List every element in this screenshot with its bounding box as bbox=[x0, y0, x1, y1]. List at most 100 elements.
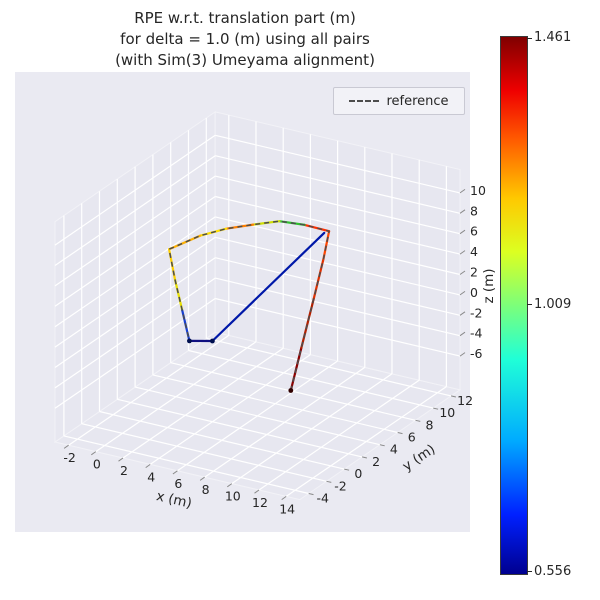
grid-line-z bbox=[215, 155, 461, 214]
grid-line-z bbox=[215, 175, 461, 235]
y-tick-label: 6 bbox=[408, 430, 416, 445]
plot-title-line3: (with Sim(3) Umeyama alignment) bbox=[115, 51, 375, 69]
x-tick bbox=[227, 483, 233, 488]
y-tick bbox=[415, 419, 421, 422]
endpoint-marker bbox=[187, 338, 192, 344]
z-tick-label: -4 bbox=[470, 326, 483, 341]
z-tick bbox=[459, 290, 466, 296]
trajectory-segment bbox=[173, 278, 184, 312]
z-tick-label: 8 bbox=[470, 203, 478, 218]
x-tick bbox=[281, 495, 287, 501]
grid-line-z bbox=[54, 134, 216, 246]
grid-line-y bbox=[152, 374, 398, 434]
z-tick-label: 4 bbox=[470, 244, 478, 259]
x-tick bbox=[254, 489, 260, 494]
grid-line-y bbox=[188, 349, 434, 409]
trajectory-segment bbox=[211, 231, 326, 343]
x-tick bbox=[63, 444, 69, 449]
colorbar-label-max: 1.461 bbox=[534, 30, 572, 45]
x-tick-label: 6 bbox=[174, 476, 182, 491]
plot-title-line2: for delta = 1.0 (m) using all pairs bbox=[120, 30, 370, 48]
y-tick-label: -2 bbox=[334, 478, 346, 493]
grid-line-y bbox=[170, 362, 416, 421]
grid-line-y bbox=[81, 423, 327, 482]
x-tick bbox=[145, 463, 151, 469]
x-tick-label: 10 bbox=[225, 489, 241, 504]
z-tick-label: -2 bbox=[470, 305, 482, 320]
z-tick-label: -6 bbox=[470, 346, 483, 361]
y-tick-label: 0 bbox=[354, 466, 362, 481]
x-tick bbox=[91, 451, 97, 456]
z-tick-label: 10 bbox=[470, 183, 486, 198]
grid-line-z bbox=[215, 277, 461, 337]
grid-line-z bbox=[54, 298, 216, 409]
grid-line-z bbox=[54, 175, 216, 287]
colorbar-tick-mid bbox=[527, 304, 532, 305]
y-tick bbox=[308, 493, 314, 496]
z-tick bbox=[459, 209, 466, 214]
grid-line-z bbox=[215, 236, 461, 296]
endpoint-marker bbox=[288, 388, 294, 393]
y-tick-label: -4 bbox=[316, 491, 329, 506]
legend-label-reference: reference bbox=[386, 93, 449, 109]
plot-title-line1: RPE w.r.t. translation part (m) bbox=[134, 9, 356, 27]
grid-line-y bbox=[63, 435, 309, 495]
legend[interactable]: reference bbox=[333, 87, 465, 115]
y-tick bbox=[326, 480, 332, 483]
y-tick-label: 12 bbox=[457, 393, 473, 408]
grid-line-y bbox=[117, 398, 363, 458]
x-tick-label: -2 bbox=[63, 450, 75, 465]
y-tick bbox=[397, 432, 403, 435]
z-tick bbox=[459, 250, 466, 255]
grid-line-z bbox=[215, 257, 461, 316]
y-tick-label: 4 bbox=[390, 442, 398, 457]
colorbar bbox=[500, 36, 528, 575]
y-tick-label: 8 bbox=[426, 417, 434, 432]
y-tick-label: 10 bbox=[439, 405, 455, 420]
x-tick bbox=[199, 476, 205, 481]
z-tick bbox=[459, 331, 466, 337]
z-tick bbox=[459, 352, 466, 357]
z-tick bbox=[459, 311, 466, 316]
grid-line-z bbox=[54, 216, 216, 328]
z-tick bbox=[459, 270, 466, 275]
reference-path bbox=[168, 220, 330, 391]
y-tick bbox=[450, 395, 457, 398]
reference-dash-sample-icon bbox=[349, 100, 380, 102]
grid-line-z bbox=[54, 277, 216, 389]
x-tick-label: 0 bbox=[93, 457, 101, 472]
grid-line-y bbox=[206, 337, 452, 397]
grid-line-z bbox=[215, 134, 461, 194]
y-tick bbox=[379, 444, 385, 447]
endpoint-marker bbox=[210, 338, 215, 344]
plot-title: RPE w.r.t. translation part (m) for delt… bbox=[15, 8, 475, 71]
z-axis-label: z (m) bbox=[481, 268, 497, 304]
z-tick bbox=[459, 188, 466, 194]
z-tick-label: 0 bbox=[470, 285, 478, 300]
grid-line-z bbox=[54, 236, 216, 348]
grid-line-z bbox=[54, 155, 216, 266]
colorbar-label-mid: 1.009 bbox=[534, 297, 572, 312]
x-tick-label: 8 bbox=[202, 482, 210, 497]
z-tick bbox=[459, 229, 466, 235]
y-tick-label: 2 bbox=[372, 454, 380, 469]
z-tick-label: 6 bbox=[470, 224, 478, 239]
y-tick bbox=[344, 468, 350, 471]
grid-line-z bbox=[54, 257, 216, 368]
colorbar-tick-min bbox=[527, 571, 532, 572]
grid-line-z bbox=[215, 195, 461, 255]
colorbar-tick-max bbox=[527, 38, 532, 39]
x-tick-label: 12 bbox=[252, 495, 268, 510]
y-tick bbox=[361, 456, 368, 459]
x-tick-label: 4 bbox=[147, 469, 155, 484]
y-tick bbox=[433, 407, 439, 410]
x-tick-label: 14 bbox=[279, 501, 295, 516]
trajectory-segment bbox=[300, 297, 315, 349]
x-tick bbox=[172, 470, 178, 475]
x-tick bbox=[118, 457, 124, 462]
x-tick-label: 2 bbox=[120, 463, 128, 478]
grid-line-z bbox=[54, 196, 216, 307]
z-tick-label: 2 bbox=[470, 265, 478, 280]
